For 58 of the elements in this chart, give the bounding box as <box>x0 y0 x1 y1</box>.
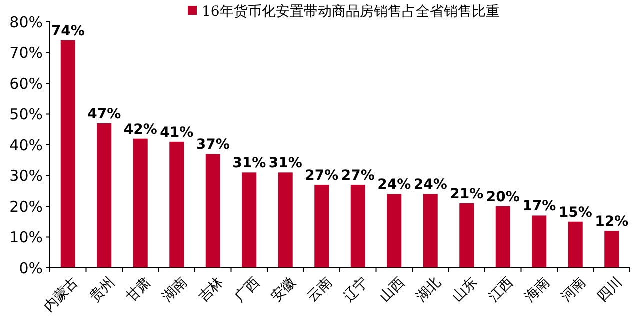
data-label: 21% <box>450 186 484 202</box>
data-label: 12% <box>595 214 629 230</box>
x-tick-label: 四川 <box>594 274 626 306</box>
x-tick-label: 辽宁 <box>340 274 372 306</box>
bar <box>170 142 184 268</box>
data-label: 31% <box>232 156 266 172</box>
x-tick-label: 山西 <box>377 274 408 306</box>
x-tick-label: 海南 <box>522 274 554 306</box>
data-label: 47% <box>88 106 122 122</box>
data-label: 27% <box>305 168 339 184</box>
bar <box>97 123 112 268</box>
x-tick-label: 湖南 <box>160 274 191 306</box>
x-tick-label: 贵州 <box>87 274 118 306</box>
data-label: 42% <box>124 122 158 138</box>
data-label: 74% <box>51 23 85 40</box>
bar <box>206 154 220 268</box>
data-label: 20% <box>486 190 520 206</box>
bar <box>496 206 510 268</box>
data-label: 24% <box>378 177 412 194</box>
x-tick-label: 安徽 <box>268 274 300 306</box>
bar <box>604 231 620 268</box>
data-label: 31% <box>268 156 302 172</box>
y-tick-label: 60% <box>10 74 43 93</box>
y-tick-label: 30% <box>10 167 43 185</box>
y-tick-label: 10% <box>10 228 43 246</box>
bar <box>133 138 148 268</box>
x-tick-label: 云南 <box>304 274 336 306</box>
y-tick-label: 20% <box>10 198 43 216</box>
bar <box>532 216 547 268</box>
y-tick-label: 70% <box>10 44 43 62</box>
bar <box>423 194 438 268</box>
x-tick-label: 河南 <box>558 274 590 306</box>
y-tick-label: 0% <box>19 259 43 278</box>
x-tick-label: 甘肃 <box>123 274 154 306</box>
bar <box>568 222 583 268</box>
data-label: 41% <box>160 124 194 141</box>
data-label: 17% <box>522 198 556 215</box>
x-tick-label: 江西 <box>486 274 517 306</box>
data-label: 15% <box>558 204 592 221</box>
bar <box>314 184 330 268</box>
y-tick-label: 40% <box>10 136 43 154</box>
x-tick-label: 内蒙古 <box>40 274 82 316</box>
x-tick-label: 吉林 <box>196 274 227 306</box>
legend-label: 16年货币化安置带动商品房销售占全省销售比重 <box>202 4 500 20</box>
y-tick-label: 50% <box>10 106 43 124</box>
bar <box>278 172 293 268</box>
bar <box>387 194 402 268</box>
bar <box>242 172 257 268</box>
x-tick-label: 山东 <box>450 274 481 306</box>
data-label: 27% <box>341 168 375 184</box>
y-tick-label: 80% <box>10 13 43 32</box>
data-label: 37% <box>196 137 230 154</box>
x-tick-label: 湖北 <box>413 274 444 306</box>
bar <box>460 203 474 268</box>
x-tick-label: 广西 <box>232 274 264 306</box>
bar <box>350 184 366 268</box>
bar <box>60 40 76 268</box>
data-label: 24% <box>414 177 448 194</box>
